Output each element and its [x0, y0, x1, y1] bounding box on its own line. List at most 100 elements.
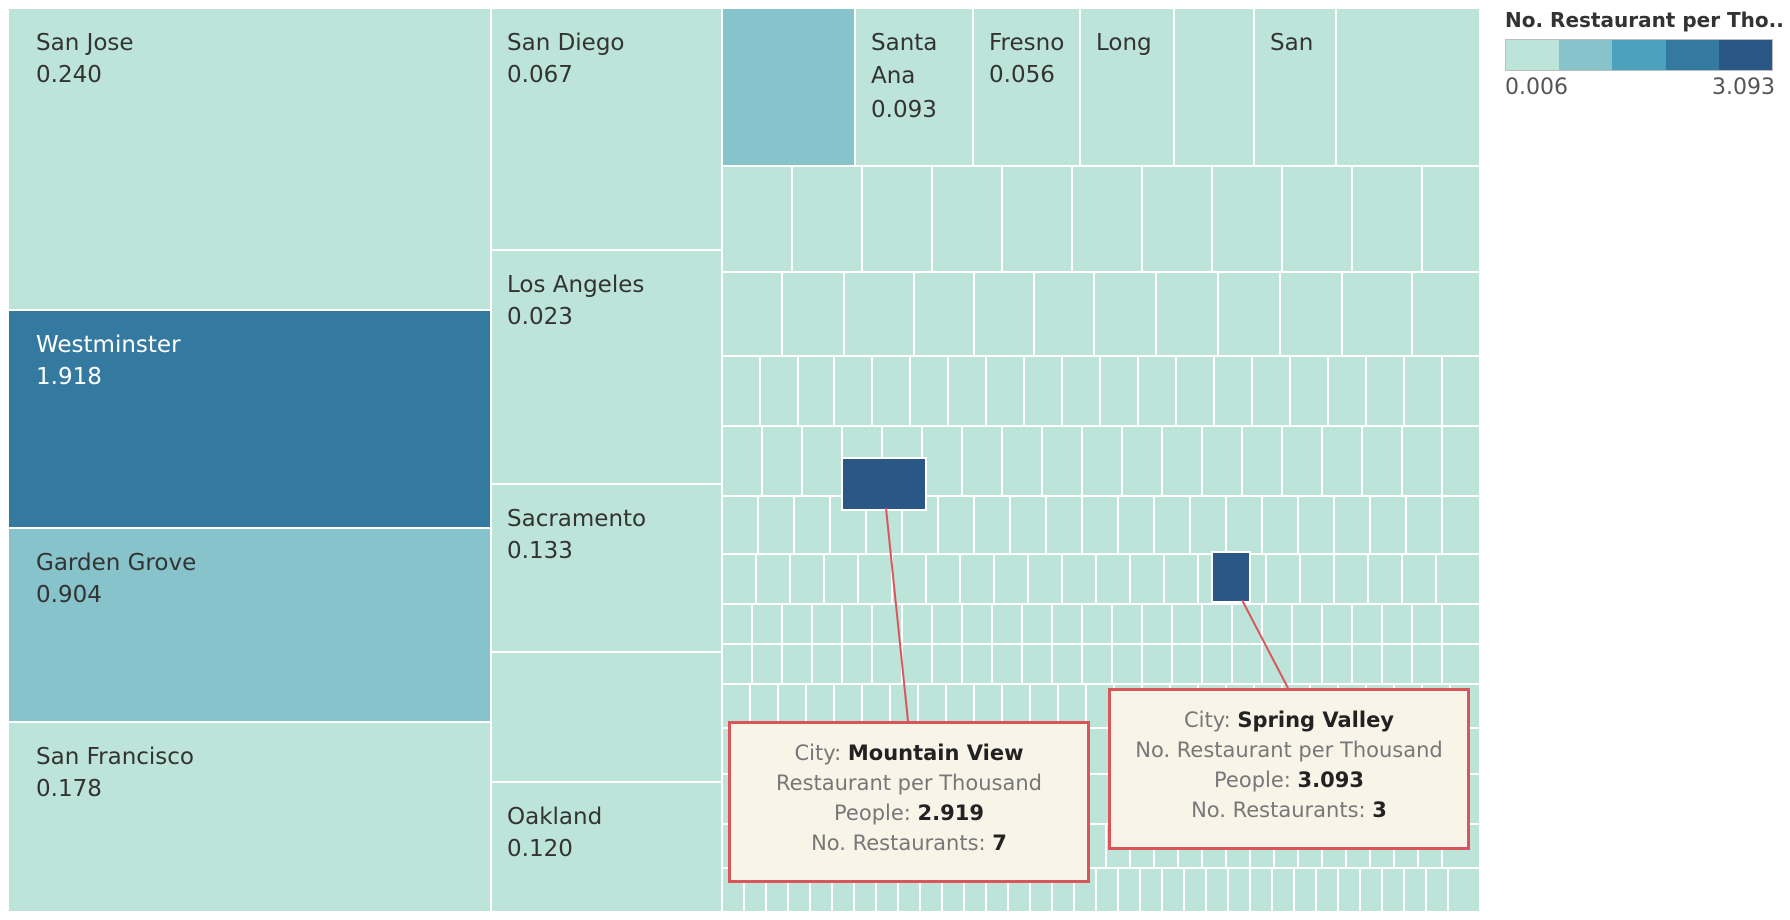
- leader-line-spring-valley: [1241, 599, 1289, 689]
- small-city-tile: [1163, 553, 1199, 605]
- small-city-tile: [1111, 603, 1143, 645]
- small-city-tile: [931, 165, 1003, 273]
- small-city-tile: [1425, 867, 1449, 913]
- small-city-tile: [759, 355, 799, 427]
- tile-san-diego: [490, 7, 723, 251]
- tile-westminster: [7, 309, 492, 529]
- small-city-tile: [1291, 603, 1323, 645]
- small-city-tile: [761, 425, 803, 497]
- small-city-tile: [1205, 867, 1229, 913]
- small-city-tile: [985, 355, 1025, 427]
- small-city-tile: [751, 643, 783, 685]
- tile-unlabeled: [1335, 7, 1480, 167]
- tile-label-name: San Diego: [507, 30, 625, 56]
- tile-label-value: 0.023: [507, 304, 573, 330]
- legend-max-label: 3.093: [1712, 75, 1775, 100]
- small-city-tile: [1045, 495, 1083, 555]
- small-city-tile: [1231, 643, 1263, 685]
- small-city-tile: [1341, 271, 1413, 357]
- small-city-tile: [833, 355, 873, 427]
- small-city-tile: [1279, 271, 1343, 357]
- small-city-tile: [909, 355, 949, 427]
- tile-label-value: 0.067: [507, 62, 573, 88]
- small-city-tile: [1265, 553, 1301, 605]
- small-city-tile: [1161, 867, 1185, 913]
- small-city-tile: [721, 165, 793, 273]
- small-city-tile: [871, 643, 903, 685]
- small-city-tile: [1281, 425, 1323, 497]
- small-city-tile: [1081, 643, 1113, 685]
- small-city-tile: [781, 643, 813, 685]
- small-city-tile: [1029, 683, 1059, 729]
- small-city-tile: [841, 603, 873, 645]
- small-city-tile: [1447, 867, 1480, 913]
- tile-label-name: Santa: [871, 30, 937, 56]
- small-city-tile: [1155, 271, 1219, 357]
- small-city-tile: [721, 425, 763, 497]
- tile-label-name: Westminster: [36, 332, 181, 358]
- legend-min-label: 0.006: [1505, 75, 1568, 100]
- small-city-tile: [757, 495, 795, 555]
- tile-garden-grove: [7, 527, 492, 723]
- small-city-tile: [721, 603, 753, 645]
- small-city-tile: [1441, 603, 1480, 645]
- small-city-tile: [1299, 553, 1335, 605]
- small-city-tile: [841, 643, 873, 685]
- small-city-tile: [1009, 495, 1047, 555]
- tile-label-name: San Francisco: [36, 744, 194, 770]
- tile-unlabeled: [721, 7, 856, 167]
- tile-label-name: San Jose: [36, 30, 134, 56]
- small-city-tile: [1081, 425, 1123, 497]
- legend-swatch: [1506, 40, 1560, 70]
- small-city-tile: [1001, 165, 1073, 273]
- small-city-tile: [921, 425, 963, 497]
- tooltip-city: Mountain View: [847, 741, 1024, 765]
- small-city-tile: [1327, 355, 1367, 427]
- tooltip-metric-value: 2.919: [917, 801, 984, 825]
- small-city-tile: [1117, 867, 1141, 913]
- small-city-tile: [937, 495, 975, 555]
- tile-label-name: Los Angeles: [507, 272, 644, 298]
- small-city-tile: [961, 603, 993, 645]
- leader-line-mountain-view: [885, 507, 909, 722]
- tile-label-name: San: [1270, 30, 1313, 56]
- tooltip-city: Spring Valley: [1237, 708, 1394, 732]
- tile-unlabeled: [1173, 7, 1255, 167]
- small-city-tile: [931, 603, 963, 645]
- tile-san: [1253, 7, 1337, 167]
- tile-label-name: Long: [1096, 30, 1152, 56]
- small-city-tile: [913, 271, 975, 357]
- small-city-tile: [1401, 425, 1443, 497]
- tile-san-francisco: [7, 721, 492, 913]
- small-city-tile: [1381, 643, 1413, 685]
- small-city-tile: [797, 355, 835, 427]
- small-city-tile: [1271, 867, 1295, 913]
- tile-mountain-view: [841, 457, 927, 511]
- small-city-tile: [1183, 867, 1207, 913]
- small-city-tile: [1403, 867, 1427, 913]
- tile-label-value: 0.178: [36, 776, 102, 802]
- small-city-tile: [1351, 643, 1383, 685]
- small-city-tile: [931, 643, 963, 685]
- small-city-tile: [871, 355, 911, 427]
- tile-label-name: Fresno: [989, 30, 1064, 56]
- small-city-tile: [1201, 425, 1243, 497]
- small-city-tile: [1141, 643, 1173, 685]
- small-city-tile: [945, 683, 975, 729]
- small-city-tile: [1401, 553, 1437, 605]
- small-city-tile: [1359, 867, 1383, 913]
- tile-label-name: Oakland: [507, 804, 602, 830]
- small-city-tile: [973, 495, 1011, 555]
- tile-label-value: 0.904: [36, 582, 102, 608]
- small-city-tile: [1023, 355, 1063, 427]
- small-city-tile: [1381, 603, 1413, 645]
- small-city-tile: [1333, 495, 1371, 555]
- small-city-tile: [1061, 355, 1101, 427]
- small-city-tile: [901, 643, 933, 685]
- small-city-tile: [823, 553, 859, 605]
- small-city-tile: [843, 271, 915, 357]
- small-city-tile: [1095, 553, 1131, 605]
- small-city-tile: [973, 683, 1003, 729]
- small-city-tile: [1333, 553, 1369, 605]
- small-city-tile: [1175, 355, 1215, 427]
